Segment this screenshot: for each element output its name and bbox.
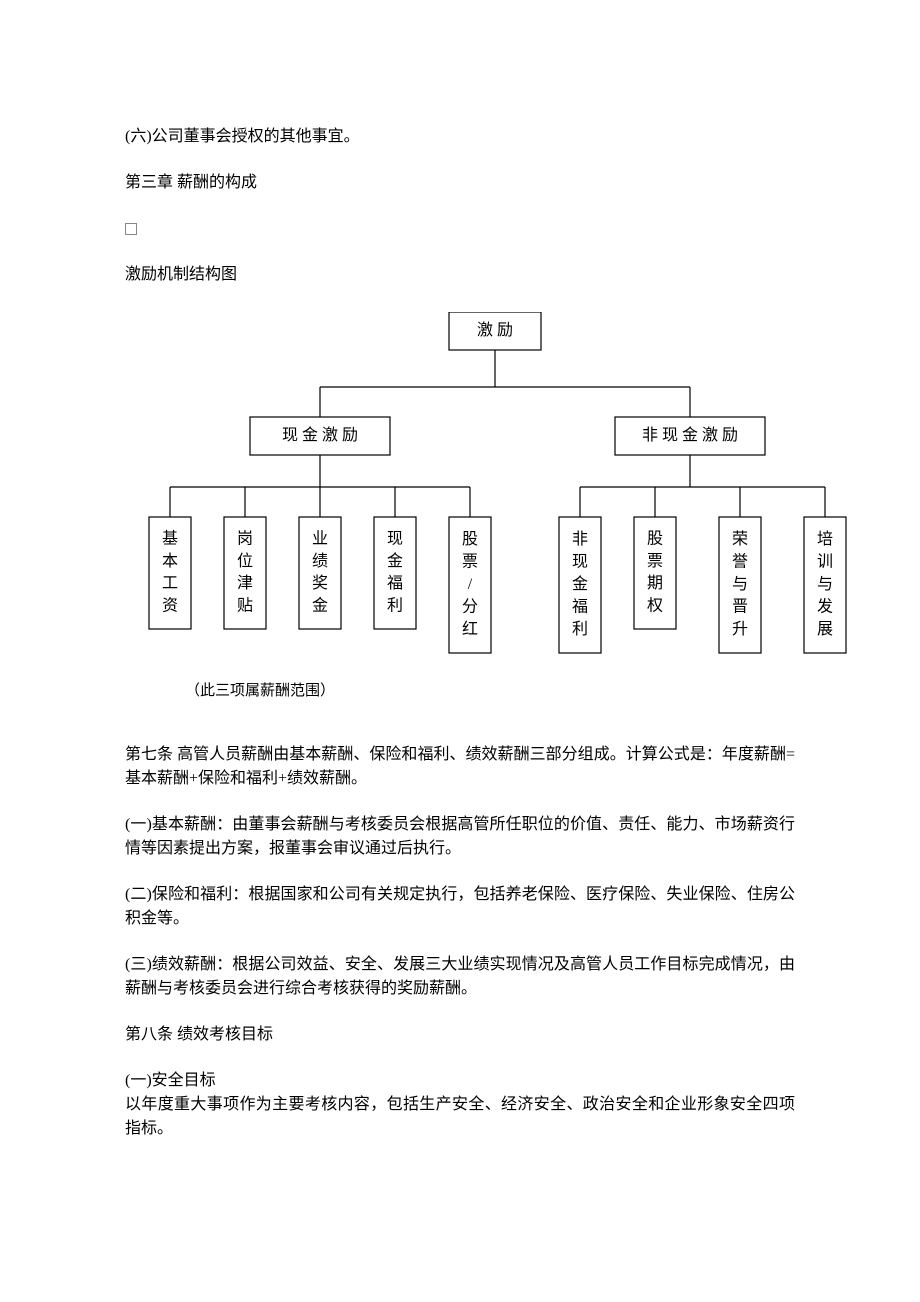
- svg-text:晋: 晋: [732, 597, 748, 615]
- svg-text:现 金 激 励: 现 金 激 励: [282, 426, 358, 444]
- svg-text:与: 与: [817, 575, 833, 593]
- svg-text:展: 展: [817, 621, 833, 638]
- svg-text:誉: 誉: [732, 553, 748, 571]
- paragraph-six: (六)公司董事会授权的其他事宜。: [125, 125, 795, 149]
- svg-text:非 现 金 激 励: 非 现 金 激 励: [642, 426, 738, 444]
- svg-text:利: 利: [572, 620, 588, 638]
- svg-text:绩: 绩: [312, 552, 328, 570]
- article-7: 第七条 高管人员薪酬由基本薪酬、保险和福利、绩效薪酬三部分组成。计算公式是：年度…: [125, 743, 795, 791]
- svg-text:金: 金: [312, 597, 328, 615]
- svg-text:岗: 岗: [237, 529, 253, 547]
- svg-text:荣: 荣: [732, 530, 748, 548]
- svg-text:业: 业: [312, 529, 328, 547]
- svg-text:红: 红: [462, 620, 478, 638]
- article-7-item-1: (一)基本薪酬：由董事会薪酬与考核委员会根据高管所任职位的价值、责任、能力、市场…: [125, 813, 795, 861]
- svg-text:基: 基: [162, 529, 178, 547]
- svg-text:与: 与: [732, 575, 748, 593]
- article-7-item-3: (三)绩效薪酬：根据公司效益、安全、发展三大业绩实现情况及高管人员工作目标完成情…: [125, 953, 795, 1001]
- svg-text:现: 现: [387, 530, 403, 547]
- article-8-item-1: (一)安全目标 以年度重大事项作为主要考核内容，包括生产安全、经济安全、政治安全…: [125, 1069, 795, 1141]
- svg-text:福: 福: [387, 574, 403, 592]
- svg-text:票: 票: [647, 553, 663, 570]
- item-8-1-title: (一)安全目标: [125, 1072, 216, 1089]
- incentive-tree-diagram: 激 励现 金 激 励非 现 金 激 励基本工资岗位津贴业绩奖金现金福利股票/分红…: [125, 312, 795, 662]
- svg-text:股: 股: [462, 530, 478, 548]
- svg-text:激 励: 激 励: [477, 321, 513, 339]
- svg-text:分: 分: [462, 597, 478, 615]
- svg-text:股: 股: [647, 529, 663, 547]
- svg-text:现: 现: [572, 554, 588, 571]
- svg-text:权: 权: [647, 597, 663, 615]
- article-8: 第八条 绩效考核目标: [125, 1023, 795, 1047]
- diagram-title: 激励机制结构图: [125, 263, 795, 287]
- svg-text:贴: 贴: [237, 597, 253, 615]
- svg-text:培: 培: [817, 530, 833, 548]
- article-7-item-2: (二)保险和福利：根据国家和公司有关规定执行，包括养老保险、医疗保险、失业保险、…: [125, 883, 795, 931]
- svg-text:资: 资: [162, 597, 178, 615]
- svg-text:工: 工: [162, 575, 178, 592]
- svg-text:位: 位: [237, 552, 253, 570]
- svg-text:票: 票: [462, 554, 478, 571]
- svg-text:升: 升: [732, 620, 748, 638]
- svg-text:/: /: [468, 576, 473, 593]
- svg-text:本: 本: [162, 552, 178, 570]
- svg-text:发: 发: [817, 597, 833, 615]
- svg-text:津: 津: [237, 574, 253, 592]
- svg-text:期: 期: [647, 574, 663, 592]
- item-8-1-body: 以年度重大事项作为主要考核内容，包括生产安全、经济安全、政治安全和企业形象安全四…: [125, 1096, 795, 1137]
- svg-text:利: 利: [387, 597, 403, 615]
- svg-text:福: 福: [572, 597, 588, 615]
- chapter-3-title: 第三章 薪酬的构成: [125, 171, 795, 195]
- svg-text:金: 金: [387, 552, 403, 570]
- empty-checkbox-line: [125, 217, 795, 241]
- diagram-footnote: （此三项属薪酬范围）: [185, 680, 795, 703]
- svg-text:训: 训: [817, 553, 833, 571]
- tree-svg: 激 励现 金 激 励非 现 金 激 励基本工资岗位津贴业绩奖金现金福利股票/分红…: [125, 312, 865, 662]
- svg-text:金: 金: [572, 575, 588, 593]
- svg-text:奖: 奖: [312, 574, 328, 592]
- checkbox-placeholder: [125, 223, 137, 235]
- svg-text:非: 非: [572, 530, 588, 548]
